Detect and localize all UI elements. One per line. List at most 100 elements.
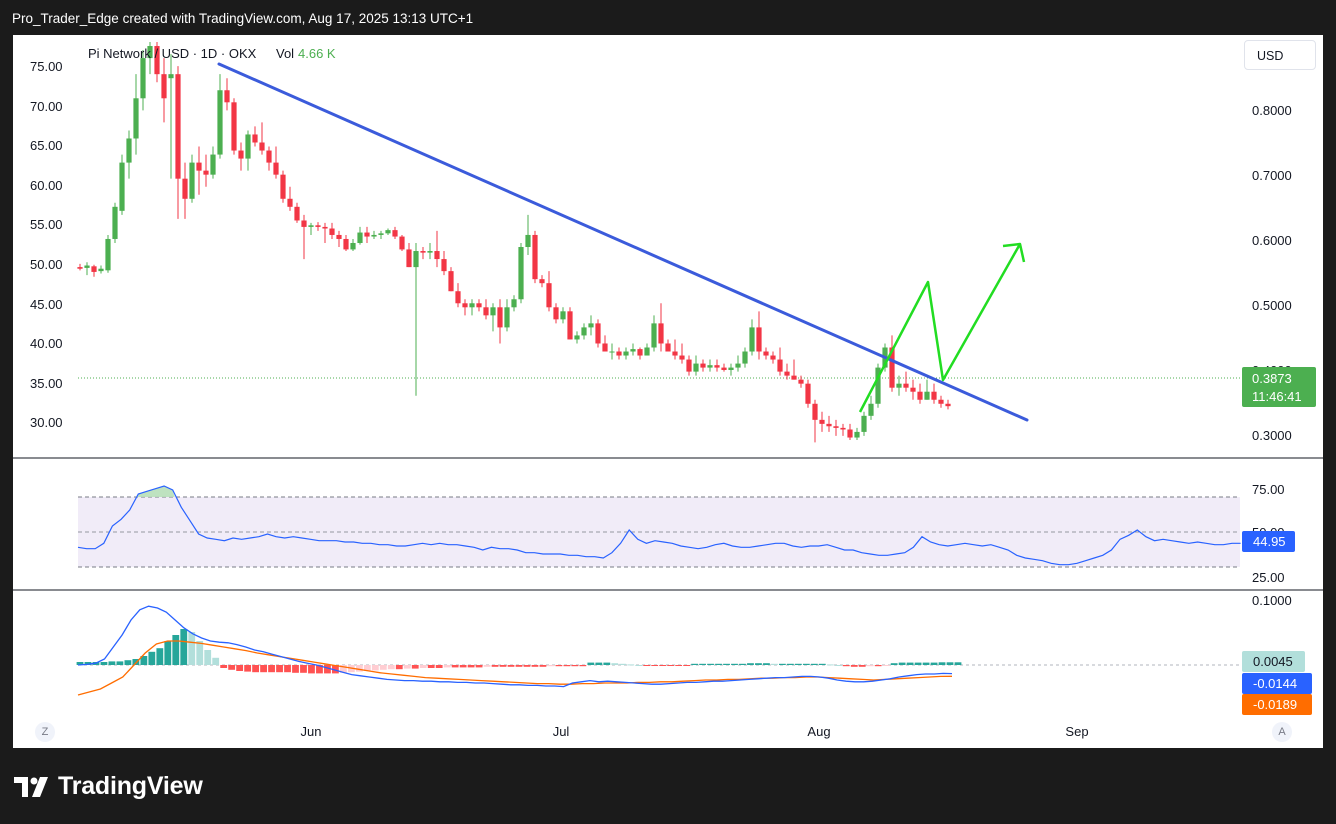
candle-body (315, 225, 321, 227)
candle-body (693, 363, 699, 372)
candle (259, 122, 265, 155)
candle (903, 371, 909, 392)
candle-body (490, 307, 496, 316)
candle (378, 230, 384, 239)
candle (525, 214, 531, 256)
candle (854, 427, 860, 440)
candles-group (77, 42, 951, 443)
candle-body (252, 134, 258, 143)
candle (630, 343, 636, 356)
candle-body (147, 46, 153, 59)
macd-value-badge (1242, 673, 1312, 694)
macd-histogram-bar (340, 665, 347, 673)
macd-histogram-bar (739, 663, 746, 665)
candle-body (686, 359, 692, 372)
legend-volume-label: Vol (276, 46, 294, 61)
zoom-left-button[interactable]: Z (35, 722, 55, 742)
chart-panel[interactable] (13, 35, 1323, 748)
candle (896, 375, 902, 396)
candle (693, 355, 699, 376)
candle (511, 295, 517, 312)
macd-histogram-bar (387, 665, 395, 670)
macd-histogram-bar (643, 665, 651, 666)
candle (728, 363, 734, 376)
macd-histogram-bar (300, 665, 307, 673)
macd-histogram-bar (483, 665, 491, 667)
candle (847, 423, 853, 440)
projection-arrowhead-icon (1002, 242, 1026, 263)
candle-body (343, 238, 349, 250)
macd-histogram-bar (515, 665, 523, 667)
left-axis-tick: 60.00 (30, 178, 63, 193)
macd-histogram-bar (571, 665, 579, 667)
macd-histogram-bar (874, 665, 882, 667)
macd-histogram-bar (116, 661, 124, 665)
candle-body (616, 351, 622, 356)
candle-body (532, 234, 538, 280)
macd-histogram-bar (699, 663, 706, 665)
candle (539, 275, 545, 288)
macd-histogram-bar (419, 665, 427, 668)
candle-body (917, 391, 923, 400)
candle (567, 307, 573, 340)
candle-body (280, 174, 286, 199)
candle-body (364, 232, 370, 237)
candle-body (861, 415, 867, 432)
left-axis-tick: 30.00 (30, 415, 63, 430)
macd-histogram-bar (260, 665, 267, 673)
candle-body (133, 98, 139, 139)
candle (602, 335, 608, 352)
candle-body (931, 391, 937, 400)
macd-histogram-bar (930, 662, 938, 665)
candle (175, 66, 181, 219)
macd-histogram-bar (611, 663, 619, 665)
candle-body (826, 423, 832, 427)
macd-histogram-bar (475, 665, 483, 668)
left-axis-tick: 45.00 (30, 297, 63, 312)
macd-histogram-bar (220, 665, 228, 668)
macd-histogram-bar (332, 665, 339, 674)
macd-histogram-bar (292, 665, 299, 673)
candle-body (238, 150, 244, 159)
candle-body (287, 198, 293, 207)
left-axis-tick: 75.00 (30, 59, 63, 74)
candle-body (476, 303, 482, 308)
candle-body (455, 291, 461, 304)
candle (455, 283, 461, 308)
macd-histogram-bar (818, 663, 826, 665)
candle-body (378, 233, 384, 235)
macd-histogram-bar (308, 665, 315, 674)
candle-body (322, 226, 328, 229)
currency-button[interactable]: USD (1244, 40, 1316, 70)
candle (714, 359, 720, 372)
rsi-value: 44.95 (1253, 534, 1286, 549)
macd-histogram-bar (252, 665, 259, 673)
candle (889, 335, 895, 392)
macd-histogram-bar (284, 665, 291, 673)
macd-histogram-bar (172, 635, 180, 665)
macd-histogram-bar (802, 663, 810, 665)
macd-histogram-bar (212, 657, 220, 665)
macd-histogram-bar (435, 665, 443, 668)
chart-attribution: Pro_Trader_Edge created with TradingView… (12, 11, 474, 26)
candle (420, 247, 426, 260)
candle-body (721, 367, 727, 371)
candle-body (175, 74, 181, 179)
candle (217, 74, 223, 159)
rsi-axis-tick: 75.00 (1252, 482, 1285, 497)
macd-histogram-bar (411, 665, 419, 669)
candle (756, 311, 762, 360)
trendline (217, 62, 1029, 422)
candle-body (392, 230, 398, 237)
auto-scale-button[interactable]: A (1272, 722, 1292, 742)
candle (609, 343, 615, 360)
macd-histogram-bar (707, 663, 714, 665)
candle-body (336, 234, 342, 239)
candle-body (644, 347, 650, 356)
macd-histogram-bar (651, 665, 659, 666)
candle-body (518, 247, 524, 300)
candle (196, 146, 202, 195)
candle-body (189, 162, 195, 199)
candle-body (413, 251, 419, 268)
